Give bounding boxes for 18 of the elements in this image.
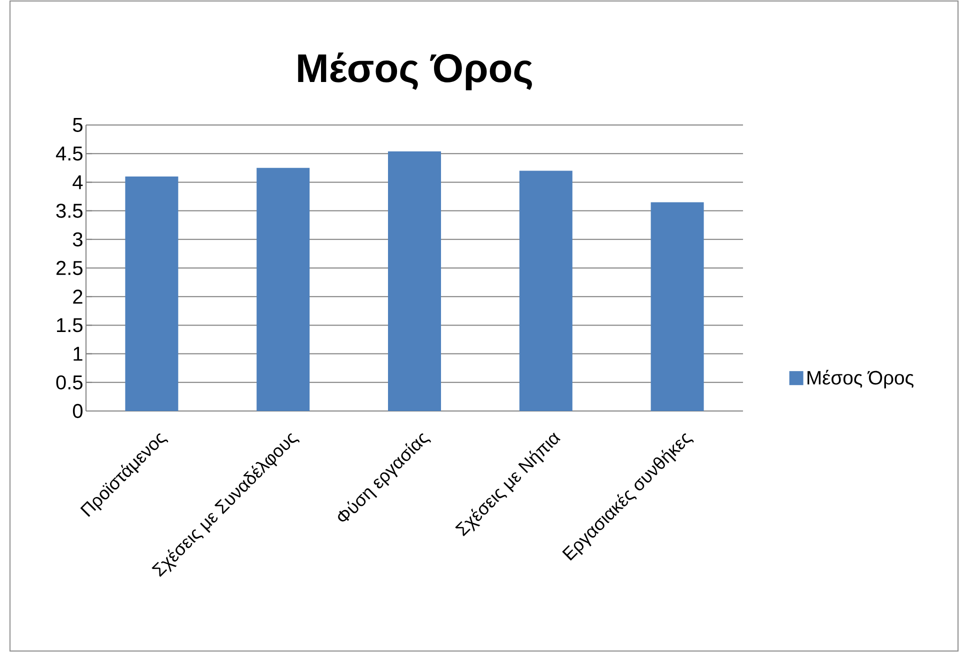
y-tick-label: 0 [72, 404, 83, 418]
legend-label: Μέσος Όρος [808, 370, 914, 388]
bar [125, 176, 178, 411]
y-tick-label: 1.5 [57, 318, 82, 332]
bar [519, 170, 572, 411]
y-tick-label: 3 [72, 232, 82, 246]
y-tick-label: 3.5 [56, 204, 82, 218]
y-tick-label: 5 [72, 118, 82, 132]
y-tick-label: 2 [73, 290, 82, 304]
y-tick-label: 2.5 [56, 260, 82, 276]
y-tick-label: 1 [74, 346, 82, 361]
y-tick-label: 4.5 [56, 146, 82, 161]
bar [256, 168, 310, 411]
bar [388, 151, 442, 411]
chart-title: Μέσος Όρος [298, 52, 532, 90]
y-tick-label: 4 [72, 175, 83, 190]
y-tick-label: 0.5 [56, 375, 82, 390]
bar [650, 202, 704, 411]
